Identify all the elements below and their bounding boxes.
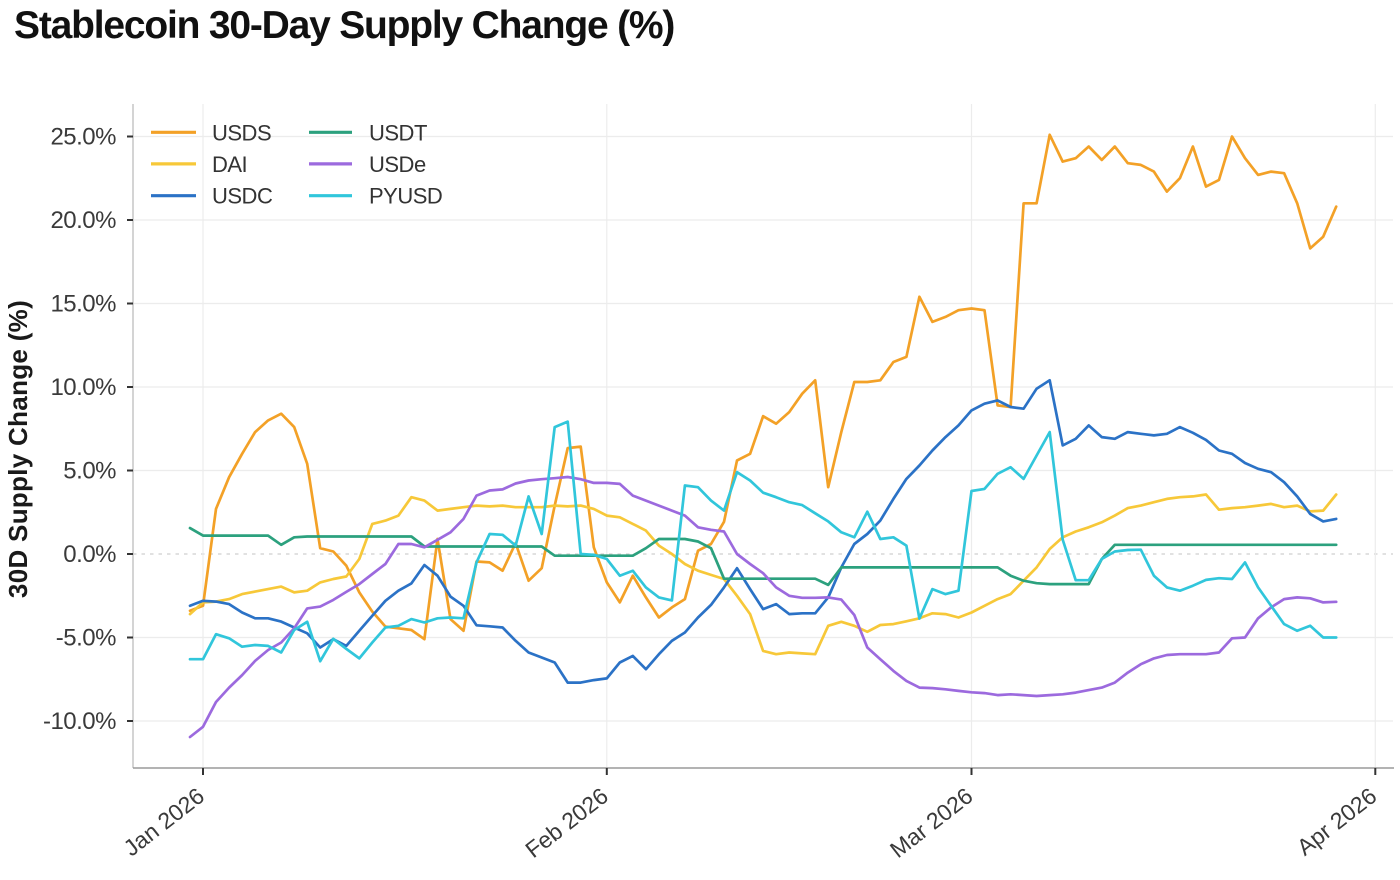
svg-text:30D Supply Change (%): 30D Supply Change (%) — [3, 300, 33, 598]
svg-text:USDS: USDS — [212, 120, 271, 145]
svg-text:15.0%: 15.0% — [50, 291, 116, 318]
svg-text:10.0%: 10.0% — [50, 374, 116, 401]
svg-text:PYUSD: PYUSD — [369, 184, 442, 209]
svg-text:-10.0%: -10.0% — [43, 708, 116, 735]
svg-text:USDe: USDe — [369, 152, 426, 177]
svg-text:20.0%: 20.0% — [50, 207, 116, 234]
svg-text:25.0%: 25.0% — [50, 124, 116, 151]
svg-text:USDT: USDT — [369, 120, 427, 145]
svg-text:5.0%: 5.0% — [63, 458, 116, 485]
svg-text:DAI: DAI — [212, 152, 247, 177]
svg-text:-5.0%: -5.0% — [56, 625, 116, 652]
svg-text:USDC: USDC — [212, 184, 273, 209]
svg-text:0.0%: 0.0% — [63, 541, 116, 568]
